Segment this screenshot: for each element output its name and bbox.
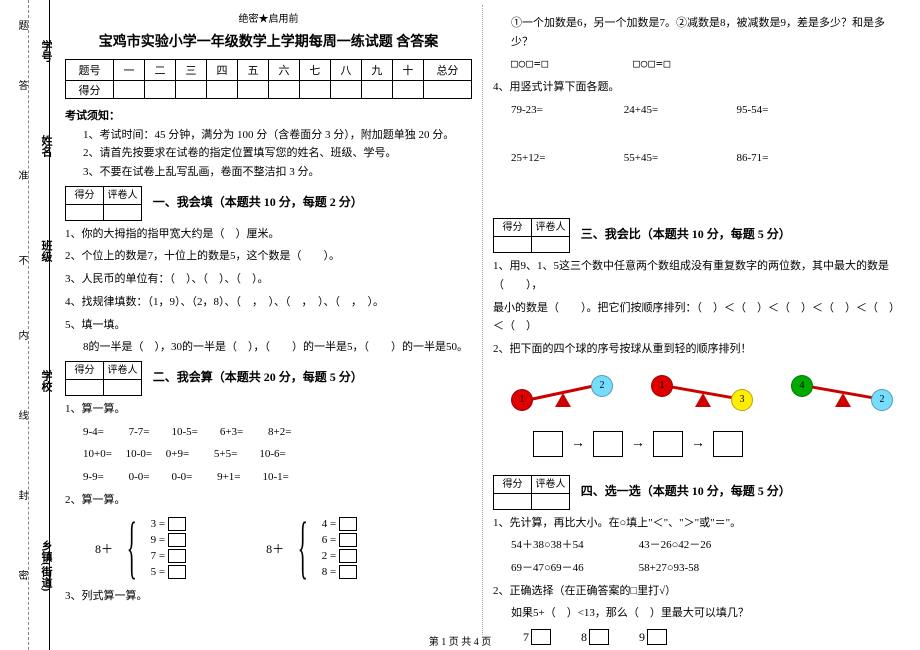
page-footer: 第 1 页 共 4 页 (0, 633, 920, 648)
q-text: 3、人民币的单位有：（ ）、（ ）、（ ）。 (65, 270, 472, 289)
notice-item: 1、考试时间：45 分钟，满分为 100 分（含卷面分 3 分），附加题单独 2… (83, 126, 472, 145)
score-marker-box: 得分评卷人 (493, 218, 570, 253)
ball-icon: 1 (511, 389, 533, 411)
flow-box[interactable] (533, 431, 563, 457)
brace-icon: { (298, 513, 308, 583)
section-3-head: 得分评卷人 三、我会比（本题共 10 分，每题 5 分） (493, 218, 901, 253)
q-text: 如果5+（ ）<13，那么（ ）里最大可以填几？ (511, 604, 901, 623)
notice-item: 3、不要在试卷上乱写乱画，卷面不整洁扣 3 分。 (83, 163, 472, 182)
calc-row: 9-4= 7-7= 10-5= 6+3= 8+2= (83, 423, 472, 442)
q-text: 2、把下面的四个球的序号按球从重到轻的顺序排列！ (493, 340, 901, 359)
answer-box[interactable] (339, 549, 357, 563)
section-title: 四、选一选（本题共 10 分，每题 5 分） (581, 484, 791, 498)
bracket-calcs: 8＋ { 3 = 9 = 7 = 5 = 8＋ { 4 = 6 = 2 = 8 … (95, 513, 472, 583)
q-text: 最小的数是（ ）。把它们按顺序排列：（ ）＜（ ）＜（ ）＜（ ）＜（ ）＜（ … (493, 299, 901, 336)
q-text: 1、先计算，再比大小。在○填上"＜"、"＞"或"＝"。 (493, 514, 901, 533)
ball-icon: 2 (591, 375, 613, 397)
flow-box[interactable] (713, 431, 743, 457)
seesaw-diagram: 1 2 1 3 4 2 (513, 369, 901, 419)
arrow-icon: → (691, 436, 705, 452)
ball-icon: 1 (651, 375, 673, 397)
table-row: 题号一二三四五六七八九十总分 (66, 60, 472, 81)
brace-icon: { (127, 513, 137, 583)
answer-box[interactable] (339, 517, 357, 531)
notice-item: 2、请首先按要求在试卷的指定位置填写您的姓名、班级、学号。 (83, 144, 472, 163)
prefix: 8＋ (266, 540, 284, 557)
seal-char: 题 (14, 20, 29, 30)
compare-row: 54＋38○38＋54 43－26○42－26 (511, 536, 901, 555)
q-text: 2、算一算。 (65, 491, 472, 510)
seal-char: 密 (14, 570, 29, 580)
q-text: 1、用9、1、5这三个数中任意两个数组成没有重复数字的两位数，其中最大的数是（ … (493, 257, 901, 294)
seesaw: 4 2 (793, 369, 893, 419)
page-body: 绝密★启用前 宝鸡市实验小学一年级数学上学期每周一练试题 含答案 题号一二三四五… (55, 5, 915, 635)
q-text: 5、填一填。 (65, 316, 472, 335)
q-text: 1、你的大拇指的指甲宽大约是（ ）厘米。 (65, 225, 472, 244)
main-title: 宝鸡市实验小学一年级数学上学期每周一练试题 含答案 (65, 31, 472, 51)
ball-icon: 2 (871, 389, 893, 411)
calc-row: 25+12= 55+45= 86-71= (511, 149, 901, 168)
score-marker-box: 得分评卷人 (493, 475, 570, 510)
vlabel-id: 学号 (38, 40, 54, 62)
flow-box[interactable] (653, 431, 683, 457)
section-4-head: 得分评卷人 四、选一选（本题共 10 分，每题 5 分） (493, 475, 901, 510)
seal-char: 封 (14, 490, 29, 500)
q-text: 3、列式算一算。 (65, 587, 472, 606)
vlabel-class: 班级 (38, 240, 54, 262)
arrow-icon: → (631, 436, 645, 452)
answer-box[interactable] (168, 549, 186, 563)
section-1-head: 得分评卷人 一、我会填（本题共 10 分，每题 2 分） (65, 186, 472, 221)
table-row: 得分 (66, 81, 472, 99)
calc-row: 9-9= 0-0= 0-0= 9+1= 10-1= (83, 468, 472, 487)
binding-sidebar: 学号 姓名 班级 学校 乡镇(街道) 题 答 准 不 内 线 封 密 (0, 0, 50, 650)
square-expr: □○□=□ □○□=□ (511, 55, 901, 74)
section-title: 三、我会比（本题共 10 分，每题 5 分） (581, 227, 791, 241)
vlabel-name: 姓名 (38, 135, 54, 157)
ball-icon: 4 (791, 375, 813, 397)
arrow-icon: → (571, 436, 585, 452)
flow-boxes: → → → (533, 431, 901, 457)
answer-box[interactable] (339, 565, 357, 579)
vlabel-town: 乡镇(街道) (38, 540, 54, 591)
seal-char: 答 (14, 80, 29, 90)
right-column: ①一个加数是6，另一个加数是7。②减数是8，被减数是9，差是多少？和是多少？ □… (483, 5, 911, 635)
q-text: ①一个加数是6，另一个加数是7。②减数是8，被减数是9，差是多少？和是多少？ (511, 14, 901, 51)
secret-label: 绝密★启用前 (65, 10, 472, 25)
calc-row: 79-23= 24+45= 95-54= (511, 101, 901, 120)
notice-title: 考试须知： (65, 110, 120, 122)
answer-box[interactable] (168, 517, 186, 531)
answer-box[interactable] (168, 533, 186, 547)
section-title: 二、我会算（本题共 20 分，每题 5 分） (153, 370, 363, 384)
compare-row: 69－47○69－46 58+27○93-58 (511, 559, 901, 578)
seal-char: 线 (14, 410, 29, 420)
q-text: 2、正确选择（在正确答案的□里打√） (493, 582, 901, 601)
flow-box[interactable] (593, 431, 623, 457)
vlabel-school: 学校 (38, 370, 54, 392)
prefix: 8＋ (95, 540, 113, 557)
q-text: 4、用竖式计算下面各题。 (493, 78, 901, 97)
left-column: 绝密★启用前 宝鸡市实验小学一年级数学上学期每周一练试题 含答案 题号一二三四五… (55, 5, 483, 635)
seal-char: 内 (14, 330, 29, 340)
q-text: 1、算一算。 (65, 400, 472, 419)
section-title: 一、我会填（本题共 10 分，每题 2 分） (153, 195, 363, 209)
section-2-head: 得分评卷人 二、我会算（本题共 20 分，每题 5 分） (65, 361, 472, 396)
q-text: 4、找规律填数：（1，9）、（2，8）、（ ， ）、（ ， ）、（ ， ）。 (65, 293, 472, 312)
seal-char: 不 (14, 255, 29, 265)
dashed-line (28, 0, 29, 650)
answer-box[interactable] (339, 533, 357, 547)
seesaw: 1 3 (653, 369, 753, 419)
score-marker-box: 得分评卷人 (65, 186, 142, 221)
seesaw: 1 2 (513, 369, 613, 419)
answer-box[interactable] (168, 565, 186, 579)
calc-row: 10+0= 10-0= 0+9= 5+5= 10-6= (83, 445, 472, 464)
bracket-left: 8＋ { 3 = 9 = 7 = 5 = (95, 513, 186, 583)
notice: 考试须知： 1、考试时间：45 分钟，满分为 100 分（含卷面分 3 分），附… (65, 107, 472, 182)
seal-char: 准 (14, 170, 29, 180)
score-marker-box: 得分评卷人 (65, 361, 142, 396)
score-table: 题号一二三四五六七八九十总分 得分 (65, 59, 472, 99)
ball-icon: 3 (731, 389, 753, 411)
q-text: 2、个位上的数是7，十位上的数是5，这个数是（ ）。 (65, 247, 472, 266)
q-text: 8的一半是（ ），30的一半是（ ），（ ）的一半是5，（ ）的一半是50。 (83, 338, 472, 357)
bracket-right: 8＋ { 4 = 6 = 2 = 8 = (266, 513, 357, 583)
